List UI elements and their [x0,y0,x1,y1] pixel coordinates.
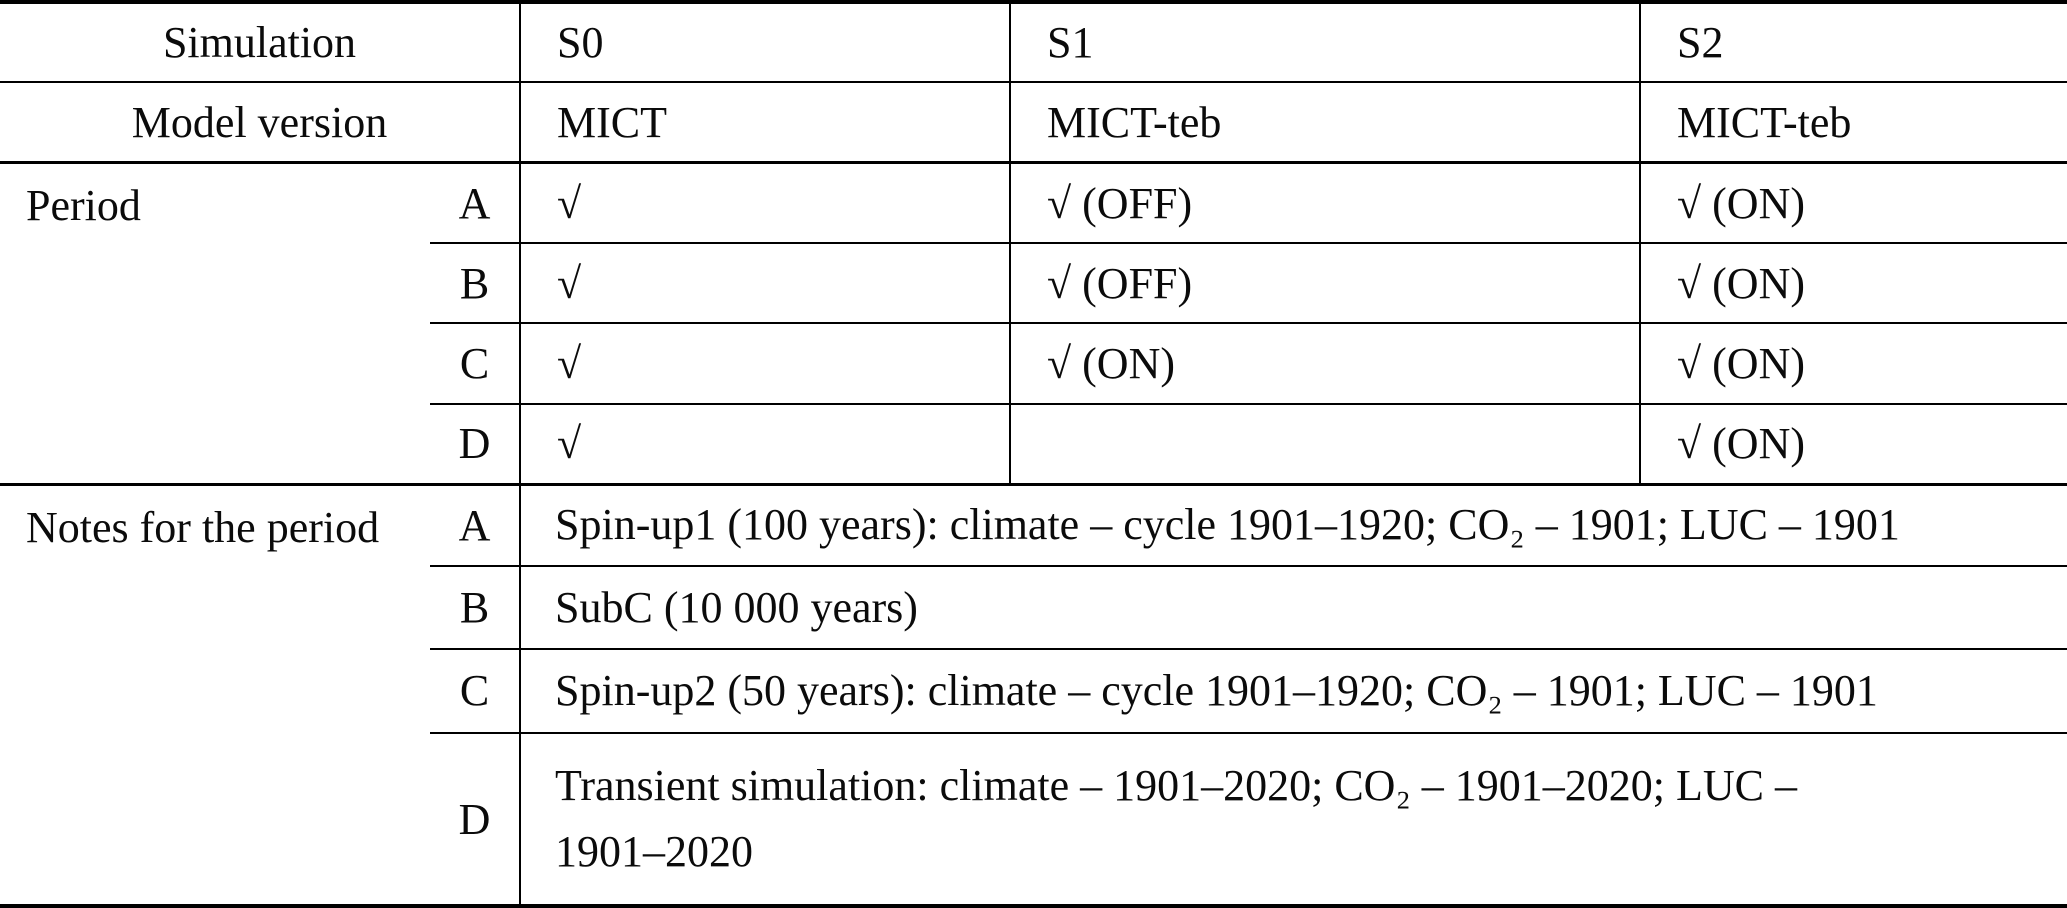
notes-row-d: D Transient simulation: climate – 1901–2… [0,732,2067,906]
period-d-s2-cell: √ (ON) [1639,402,2067,485]
period-c-s2-cell: √ (ON) [1639,322,2067,404]
period-key-c: C [430,322,520,404]
period-key-a: A [430,161,520,244]
period-a-s0-cell: √ [519,161,1010,244]
notes-section-label: Notes for the period [0,482,430,906]
notes-key-a: A [430,482,520,567]
header-row-simulation: Simulation S0 S1 S2 [0,2,2067,83]
period-row-d: D √ √ (ON) [0,402,2067,485]
notes-a-text: Spin-up1 (100 years): climate – cycle 19… [519,482,2067,567]
period-d-s0-cell: √ [519,402,1010,485]
notes-row-b: B SubC (10 000 years) [0,565,2067,649]
period-b-s2-cell: √ (ON) [1639,242,2067,324]
period-row-b: B √ √ (OFF) √ (ON) [0,242,2067,324]
notes-row-c: C Spin-up2 (50 years): climate – cycle 1… [0,647,2067,734]
period-c-s1-cell: √ (ON) [1009,322,1640,404]
period-row-a: Period A √ √ (OFF) √ (ON) [0,161,2067,485]
period-key-d: D [430,402,520,485]
notes-b-text: SubC (10 000 years) [519,565,2067,649]
period-d-s1-cell [1009,402,1640,485]
notes-d-text: Transient simulation: climate – 1901–202… [519,732,2067,906]
period-b-s0-cell: √ [519,242,1010,324]
model-version-s2: MICT-teb [1639,81,2067,163]
notes-key-c: C [430,647,520,734]
column-header-s1: S1 [1009,2,1640,83]
model-version-s1: MICT-teb [1009,81,1640,163]
notes-key-b: B [430,565,520,649]
notes-c-text: Spin-up2 (50 years): climate – cycle 190… [519,647,2067,734]
period-b-s1-cell: √ (OFF) [1009,242,1640,324]
model-version-s0: MICT [519,81,1010,163]
period-section-label: Period [0,161,430,485]
model-version-label: Model version [0,81,520,163]
header-row-model-version: Model version MICT MICT-teb MICT-teb [0,81,2067,163]
period-row-c: C √ √ (ON) √ (ON) [0,322,2067,404]
period-key-b: B [430,242,520,324]
column-header-s2: S2 [1639,2,2067,83]
notes-key-d: D [430,732,520,906]
simulation-label: Simulation [162,18,357,68]
period-c-s0-cell: √ [519,322,1010,404]
period-a-s2-cell: √ (ON) [1639,161,2067,244]
notes-row-a: Notes for the period A Spin-up1 (100 yea… [0,482,2067,906]
period-a-s1-cell: √ (OFF) [1009,161,1640,244]
column-header-s0: S0 [519,2,1010,83]
